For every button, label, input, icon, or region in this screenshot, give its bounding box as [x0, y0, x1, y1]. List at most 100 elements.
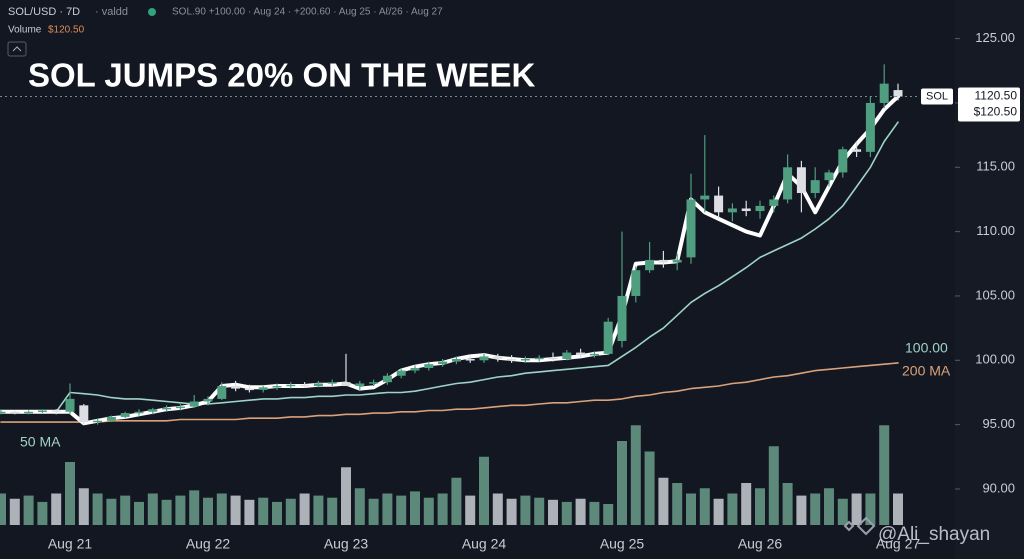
volume-bar [147, 493, 158, 525]
candle-body [796, 167, 806, 194]
candle-body [24, 411, 34, 414]
price-axis [955, 0, 1024, 559]
candle-body [410, 368, 420, 371]
y-tick-label: 95.00 [982, 416, 1015, 431]
candle-body [741, 208, 751, 212]
candle-body [272, 386, 282, 388]
volume-bar [644, 451, 655, 525]
candle-body [0, 411, 6, 414]
volume-bar [741, 483, 752, 525]
y-tick-label: 100.00 [975, 352, 1015, 367]
x-tick-label: Aug 21 [48, 536, 93, 552]
series-label: 200 MA [902, 363, 951, 379]
volume-bar [244, 499, 255, 525]
candle-body [93, 420, 103, 423]
volume-bar [548, 499, 558, 525]
candle-body [79, 405, 89, 423]
candle-body [313, 383, 323, 387]
volume-bar [78, 488, 89, 525]
x-tick-label: Aug 24 [462, 536, 507, 552]
candle-body [382, 375, 392, 383]
candle-body [783, 167, 793, 200]
candle-body [65, 398, 75, 412]
candle-body [300, 384, 310, 387]
volume-bar [851, 493, 862, 525]
volume-bar [630, 425, 641, 525]
volume-bar [755, 488, 765, 525]
symbol: SOL/USD · 7D [8, 6, 80, 18]
candle-body [493, 356, 503, 360]
candle-body [162, 407, 172, 410]
candle-body [534, 357, 544, 360]
volume-bar [796, 495, 807, 525]
y-tick-label: 110.00 [976, 223, 1015, 238]
x-tick-label: Aug 23 [324, 536, 369, 552]
candle-body [37, 410, 47, 412]
volume-bar [106, 498, 117, 525]
candle-body [824, 172, 834, 181]
candle-body [576, 352, 586, 356]
price-tag-symbol: SOL [926, 90, 948, 102]
chart-title: SOL JUMPS 20% ON THE WEEK [28, 57, 535, 94]
candle-body [424, 364, 434, 369]
candle-body [369, 382, 379, 384]
candle-body [617, 295, 627, 341]
volume-bar [824, 488, 834, 525]
candle-body [396, 370, 406, 376]
x-tick-label: Aug 26 [738, 536, 783, 552]
volume-bar [865, 493, 876, 525]
volume-bar [686, 493, 696, 525]
candle-body [244, 388, 254, 391]
volume-bar [492, 493, 503, 525]
candle-body [714, 195, 724, 213]
ma-value-label: 100.00 [905, 340, 948, 356]
candle-body [645, 259, 655, 271]
volume-bar [354, 488, 365, 525]
volume-bar [161, 499, 172, 525]
volume-bar [479, 456, 489, 525]
candle-body [838, 149, 848, 173]
collapse-button[interactable] [7, 41, 27, 57]
candle-body [355, 383, 365, 387]
volume-bar [189, 490, 200, 525]
volume-bar [727, 493, 738, 525]
status-dot [148, 8, 156, 16]
candle-body [10, 411, 20, 414]
volume-label: Volume [8, 25, 42, 36]
volume-bar [451, 477, 462, 525]
candle-body [562, 352, 572, 360]
volume-bar [313, 495, 324, 525]
volume-bar [327, 497, 338, 525]
y-tick-label: 115.00 [976, 159, 1015, 174]
volume-bar [65, 462, 75, 525]
candle-body [341, 382, 351, 387]
candle-body [852, 149, 862, 152]
candle-body [217, 386, 227, 399]
price-tag-value: 1120.50 [975, 89, 1018, 103]
volume-bar [423, 497, 434, 525]
volume-bar [272, 501, 282, 525]
quote-line: SOL.90 +100.00 · Aug 24 · +200.60 · Aug … [172, 7, 443, 18]
candle-body [189, 401, 199, 407]
volume-value: $120.50 [48, 25, 85, 36]
volume-bar [216, 493, 227, 525]
candle-body [231, 386, 241, 389]
x-tick-label: Aug 22 [186, 536, 231, 552]
candle-body [686, 199, 696, 258]
candle-body [727, 208, 737, 213]
candle-body [589, 353, 599, 356]
volume-bar [465, 495, 476, 525]
candle-body [286, 384, 296, 387]
candle-body [893, 90, 903, 97]
line-series [0, 362, 899, 423]
volume-bar [134, 501, 144, 525]
candle-body [865, 102, 875, 152]
candle-body [258, 387, 268, 390]
volume-bar [589, 501, 600, 525]
line-series [0, 121, 899, 413]
volume-bar [603, 504, 614, 525]
volume-bar [368, 498, 379, 525]
